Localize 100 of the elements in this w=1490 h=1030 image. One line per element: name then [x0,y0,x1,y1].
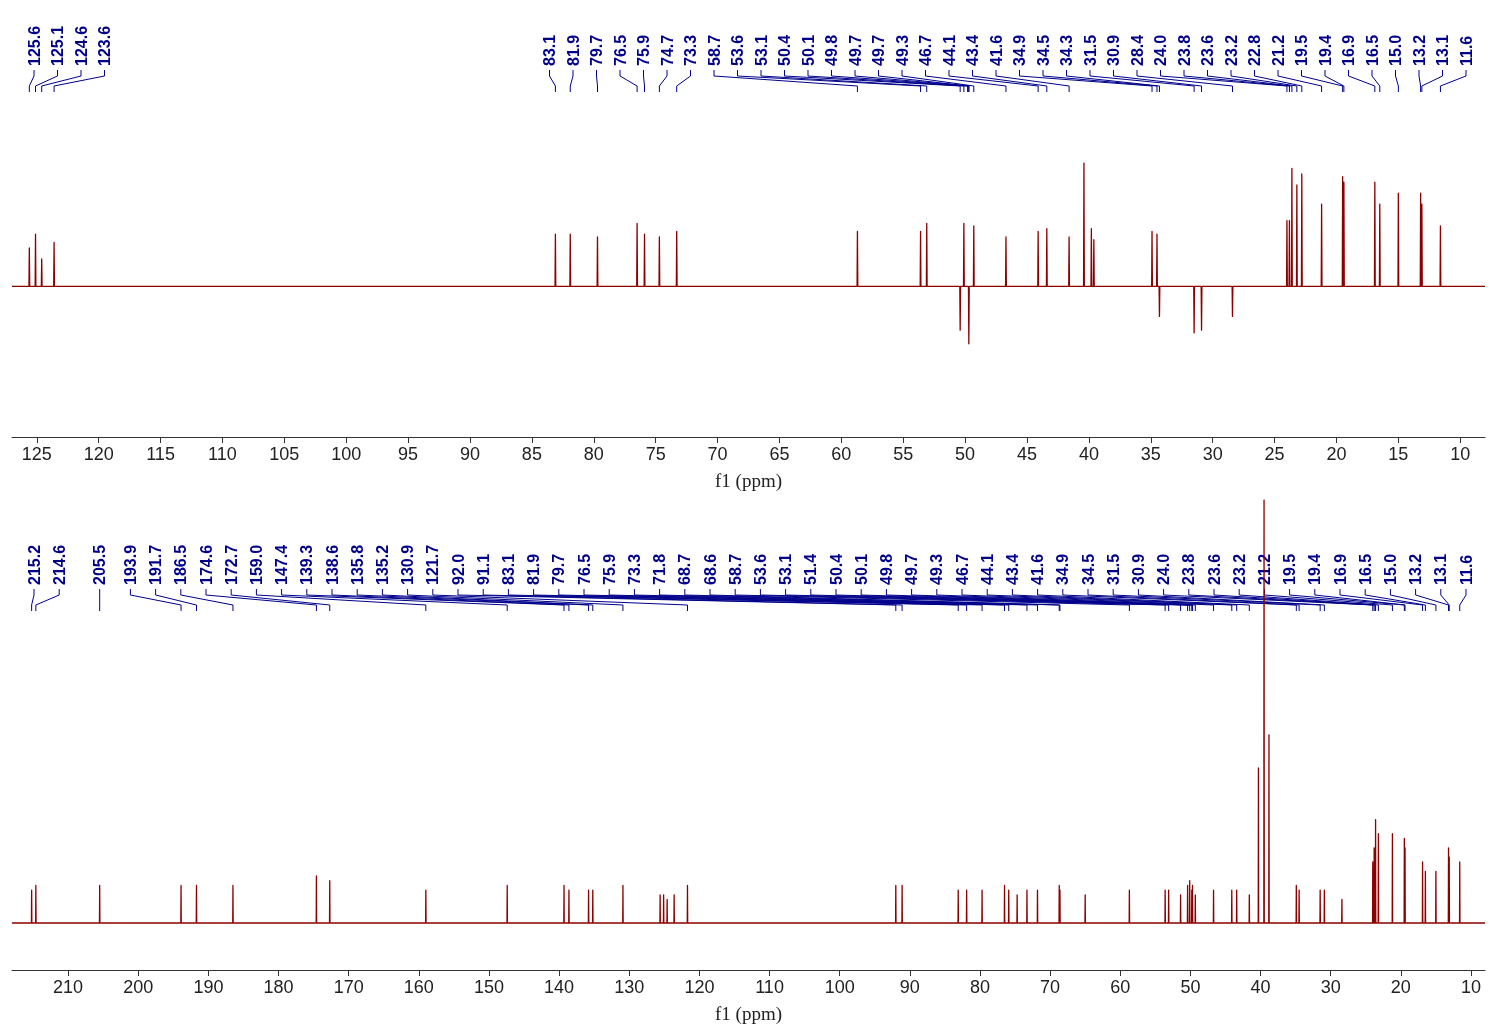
annotation: 76.5 [611,34,629,66]
annotation: 75.9 [635,34,652,66]
annotation: 125.1 [49,25,66,66]
x-tick-label: 10 [1450,444,1471,464]
annotation: 30.9 [1105,34,1122,66]
annotation: 13.2 [1407,553,1425,585]
annotation: 24.0 [1155,553,1173,585]
annotation: 138.6 [323,544,341,585]
annotation: 83.1 [499,553,517,585]
annotation: 15.0 [1387,34,1404,66]
annotation: 53.1 [777,553,795,585]
x-tick-label: 40 [1250,977,1271,997]
annotation: 159.0 [247,544,265,585]
annotation: 11.6 [1457,35,1475,66]
annotation: 191.7 [147,544,165,585]
x-tick-label: 170 [333,977,364,997]
x-tick-label: 110 [208,444,237,464]
x-tick-label: 100 [331,444,362,464]
annotation: 50.4 [827,553,845,585]
annotation: 21.2 [1269,34,1287,66]
annotation: 186.5 [172,544,190,585]
annotation: 74.7 [658,34,676,66]
annotation: 75.9 [600,553,618,585]
annotation: 34.5 [1034,34,1052,66]
annotation: 214.6 [50,544,68,585]
annotation: 205.5 [91,544,109,585]
x-tick-label: 50 [1180,977,1201,997]
annotation: 23.8 [1175,34,1193,66]
x-tick-label: 140 [544,977,575,997]
annotation: 49.8 [823,34,840,66]
x-tick-label: 90 [459,444,481,464]
annotation: 44.1 [978,553,996,585]
x-tick-label: 110 [755,977,784,997]
annotation: 41.6 [987,34,1005,66]
annotation: 125.6 [25,25,43,66]
annotation: 16.5 [1356,553,1374,585]
annotation: 73.3 [625,553,643,585]
annotation: 53.6 [729,34,746,66]
x-tick-label: 190 [193,977,224,997]
annotation: 215.2 [25,544,43,585]
annotation: 50.4 [776,34,793,66]
x-axis-title: f1 (ppm) [714,1003,783,1025]
x-tick-label: 80 [969,977,990,997]
x-tick-label: 90 [899,977,920,997]
annotation: 92.0 [449,553,467,585]
annotation: 43.4 [1003,553,1021,585]
annotation: 19.4 [1316,34,1334,66]
x-tick-label: 70 [707,444,728,464]
x-tick-label: 85 [521,444,542,464]
x-tick-label: 15 [1388,444,1409,464]
annotation: 34.9 [1011,34,1028,66]
annotation: 28.4 [1128,34,1146,66]
annotation: 16.5 [1363,34,1381,66]
x-tick-label: 55 [893,444,914,464]
annotation: 23.6 [1205,553,1223,585]
x-tick-label: 60 [1110,977,1131,997]
annotation: 21.2 [1255,553,1273,585]
x-tick-label: 35 [1140,444,1161,464]
annotation: 15.0 [1381,553,1399,585]
x-tick-label: 20 [1326,444,1347,464]
annotation: 81.9 [525,553,543,585]
annotation: 135.2 [373,544,391,585]
annotation: 23.2 [1222,34,1240,66]
annotation: 68.7 [676,553,694,585]
annotation: 124.6 [72,25,90,66]
annotation: 23.6 [1199,34,1216,66]
annotation: 50.1 [852,553,870,585]
annotation: 139.3 [298,544,316,585]
annotation: 51.4 [802,553,820,585]
annotation: 30.9 [1129,553,1147,585]
annotation: 46.7 [917,34,934,66]
x-tick-label: 45 [1016,444,1038,464]
x-tick-label: 40 [1078,444,1099,464]
x-tick-label: 30 [1202,444,1223,464]
annotation: 123.6 [96,25,113,66]
annotation: 19.5 [1281,553,1299,585]
annotation: 19.4 [1306,553,1324,585]
annotation: 11.6 [1457,554,1475,585]
x-tick-label: 115 [146,444,175,464]
annotation: 23.2 [1230,553,1248,585]
annotation: 172.7 [222,544,240,585]
annotation: 71.8 [651,553,669,585]
x-tick-label: 160 [403,977,434,997]
annotation: 53.1 [752,34,770,66]
x-tick-label: 95 [398,444,419,464]
x-tick-label: 130 [614,977,645,997]
x-tick-label: 105 [269,444,300,464]
annotation: 49.3 [893,34,911,66]
annotation: 41.6 [1029,553,1047,585]
x-tick-label: 120 [684,977,715,997]
x-tick-label: 100 [824,977,855,997]
annotation: 16.9 [1331,553,1349,585]
annotation: 13.1 [1434,34,1451,66]
annotation: 147.4 [273,544,291,585]
x-tick-label: 30 [1320,977,1341,997]
annotation: 13.1 [1432,553,1450,585]
annotation: 13.2 [1410,34,1428,66]
annotation: 31.5 [1104,553,1122,585]
x-tick-label: 60 [831,444,852,464]
annotation: 24.0 [1152,34,1169,66]
